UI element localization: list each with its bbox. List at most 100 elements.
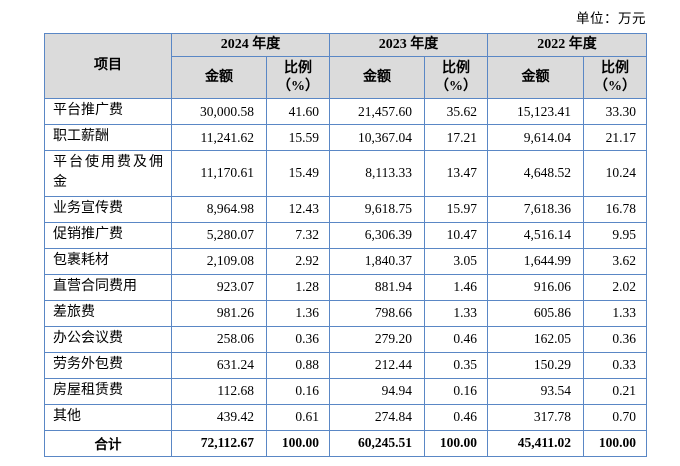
amount-cell: 7,618.36 <box>487 195 584 223</box>
table-row: 促销推广费 5,280.07 7.32 6,306.39 10.47 4,516… <box>44 221 647 249</box>
ratio-cell: 35.62 <box>424 98 488 125</box>
amount-cell: 274.84 <box>329 403 425 431</box>
table-footer: 合计 72,112.67 100.00 60,245.51 100.00 45,… <box>44 429 647 457</box>
ratio-cell: 0.88 <box>266 351 330 379</box>
table-header: 项目 2024 年度 2023 年度 2022 年度 金额 比例 （%） 金额 … <box>44 33 647 99</box>
ratio-cell: 21.17 <box>583 124 647 151</box>
ratio-cell: 1.28 <box>266 273 330 301</box>
total-ratio-2022: 100.00 <box>583 429 647 457</box>
ratio-cell: 12.43 <box>266 195 330 223</box>
amount-cell: 1,644.99 <box>487 247 584 275</box>
amount-cell: 605.86 <box>487 299 584 327</box>
ratio-cell: 3.05 <box>424 247 488 275</box>
ratio-cell: 15.49 <box>266 150 330 197</box>
unit-label: 单位：万元 <box>576 11 646 26</box>
ratio-cell: 0.16 <box>424 377 488 405</box>
ratio-cell: 10.24 <box>583 150 647 197</box>
table-row: 房屋租赁费 112.68 0.16 94.94 0.16 93.54 0.21 <box>44 377 647 405</box>
ratio-cell: 0.36 <box>583 325 647 353</box>
ratio-cell: 0.46 <box>424 325 488 353</box>
total-amount-2023: 60,245.51 <box>329 429 425 457</box>
ratio-cell: 41.60 <box>266 98 330 125</box>
ratio-cell: 3.62 <box>583 247 647 275</box>
header-ratio-2022: 比例 （%） <box>583 56 647 99</box>
amount-cell: 8,964.98 <box>171 195 267 223</box>
ratio-cell: 1.33 <box>583 299 647 327</box>
table-row: 平台使用费及佣金 11,170.61 15.49 8,113.33 13.47 … <box>44 150 647 197</box>
header-year-2024: 2024 年度 <box>171 33 330 57</box>
ratio-cell: 0.33 <box>583 351 647 379</box>
expense-item-label: 平台使用费及佣金 <box>44 150 172 197</box>
expense-item-label: 房屋租赁费 <box>44 377 172 405</box>
amount-cell: 631.24 <box>171 351 267 379</box>
header-year-2022: 2022 年度 <box>487 33 647 57</box>
expense-item-label: 包裹耗材 <box>44 247 172 275</box>
expense-item-label: 促销推广费 <box>44 221 172 249</box>
ratio-cell: 0.46 <box>424 403 488 431</box>
expense-item-label: 业务宣传费 <box>44 195 172 223</box>
table-row: 劳务外包费 631.24 0.88 212.44 0.35 150.29 0.3… <box>44 351 647 379</box>
amount-cell: 30,000.58 <box>171 98 267 125</box>
amount-cell: 162.05 <box>487 325 584 353</box>
amount-cell: 150.29 <box>487 351 584 379</box>
table-body: 平台推广费 30,000.58 41.60 21,457.60 35.62 15… <box>44 98 647 431</box>
ratio-label-text: 比例 <box>442 61 470 76</box>
amount-cell: 93.54 <box>487 377 584 405</box>
total-ratio-2024: 100.00 <box>266 429 330 457</box>
expense-item-label: 差旅费 <box>44 299 172 327</box>
amount-cell: 9,614.04 <box>487 124 584 151</box>
ratio-cell: 9.95 <box>583 221 647 249</box>
ratio-cell: 1.33 <box>424 299 488 327</box>
header-year-row: 项目 2024 年度 2023 年度 2022 年度 <box>44 33 647 99</box>
total-row: 合计 72,112.67 100.00 60,245.51 100.00 45,… <box>44 429 647 457</box>
header-amount-2024: 金额 <box>171 56 267 99</box>
expense-item-label: 职工薪酬 <box>44 124 172 151</box>
amount-cell: 881.94 <box>329 273 425 301</box>
ratio-cell: 2.02 <box>583 273 647 301</box>
total-amount-2024: 72,112.67 <box>171 429 267 457</box>
header-amount-2022: 金额 <box>487 56 584 99</box>
ratio-cell: 1.46 <box>424 273 488 301</box>
table-row: 差旅费 981.26 1.36 798.66 1.33 605.86 1.33 <box>44 299 647 327</box>
amount-cell: 112.68 <box>171 377 267 405</box>
header-year-2023: 2023 年度 <box>329 33 488 57</box>
total-ratio-2023: 100.00 <box>424 429 488 457</box>
ratio-label-text: 比例 <box>284 61 312 76</box>
expense-item-label: 办公会议费 <box>44 325 172 353</box>
amount-cell: 981.26 <box>171 299 267 327</box>
ratio-cell: 7.32 <box>266 221 330 249</box>
amount-cell: 21,457.60 <box>329 98 425 125</box>
amount-cell: 317.78 <box>487 403 584 431</box>
ratio-cell: 17.21 <box>424 124 488 151</box>
table-row: 包裹耗材 2,109.08 2.92 1,840.37 3.05 1,644.9… <box>44 247 647 275</box>
amount-cell: 916.06 <box>487 273 584 301</box>
ratio-cell: 0.61 <box>266 403 330 431</box>
amount-cell: 8,113.33 <box>329 150 425 197</box>
table-row: 其他 439.42 0.61 274.84 0.46 317.78 0.70 <box>44 403 647 431</box>
ratio-label-percent: （%） <box>277 78 319 94</box>
header-ratio-2024: 比例 （%） <box>266 56 330 99</box>
amount-cell: 1,840.37 <box>329 247 425 275</box>
ratio-cell: 13.47 <box>424 150 488 197</box>
ratio-label-percent: （%） <box>594 78 636 94</box>
amount-cell: 212.44 <box>329 351 425 379</box>
ratio-cell: 0.35 <box>424 351 488 379</box>
expense-item-label: 其他 <box>44 403 172 431</box>
table-row: 直营合同费用 923.07 1.28 881.94 1.46 916.06 2.… <box>44 273 647 301</box>
table-row: 平台推广费 30,000.58 41.60 21,457.60 35.62 15… <box>44 98 647 125</box>
amount-cell: 10,367.04 <box>329 124 425 151</box>
expense-item-label: 劳务外包费 <box>44 351 172 379</box>
amount-cell: 9,618.75 <box>329 195 425 223</box>
amount-cell: 439.42 <box>171 403 267 431</box>
amount-cell: 258.06 <box>171 325 267 353</box>
amount-cell: 923.07 <box>171 273 267 301</box>
ratio-cell: 2.92 <box>266 247 330 275</box>
header-amount-2023: 金额 <box>329 56 425 99</box>
table-row: 职工薪酬 11,241.62 15.59 10,367.04 17.21 9,6… <box>44 124 647 151</box>
ratio-cell: 0.16 <box>266 377 330 405</box>
amount-cell: 798.66 <box>329 299 425 327</box>
amount-cell: 94.94 <box>329 377 425 405</box>
ratio-label-text: 比例 <box>601 61 629 76</box>
amount-cell: 6,306.39 <box>329 221 425 249</box>
amount-cell: 15,123.41 <box>487 98 584 125</box>
